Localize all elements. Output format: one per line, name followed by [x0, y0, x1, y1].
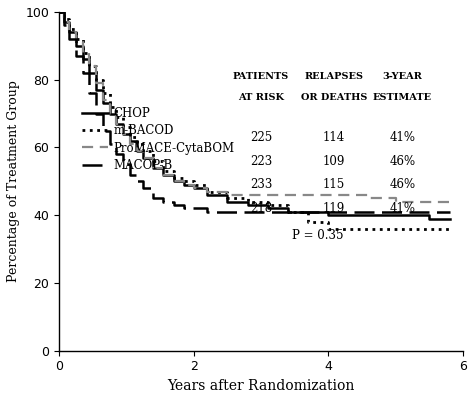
- Text: RELAPSES: RELAPSES: [304, 72, 364, 82]
- Text: 114: 114: [323, 131, 345, 144]
- Text: 46%: 46%: [390, 178, 416, 191]
- Text: 223: 223: [250, 154, 272, 168]
- Text: 41%: 41%: [390, 202, 416, 215]
- Text: 115: 115: [323, 178, 345, 191]
- Text: PATIENTS: PATIENTS: [233, 72, 289, 82]
- Text: 218: 218: [250, 202, 272, 215]
- Text: AT RISK: AT RISK: [238, 93, 284, 102]
- Text: OR DEATHS: OR DEATHS: [301, 93, 367, 102]
- Text: 46%: 46%: [390, 154, 416, 168]
- Text: 233: 233: [250, 178, 272, 191]
- Text: 41%: 41%: [390, 131, 416, 144]
- X-axis label: Years after Randomization: Years after Randomization: [167, 379, 355, 393]
- Legend: CHOP, m-BACOD, ProMACE-CytaBOM, MACOP-B: CHOP, m-BACOD, ProMACE-CytaBOM, MACOP-B: [77, 102, 239, 176]
- Text: P = 0.35: P = 0.35: [292, 229, 344, 242]
- Text: 119: 119: [323, 202, 345, 215]
- Text: 225: 225: [250, 131, 272, 144]
- Text: 109: 109: [323, 154, 345, 168]
- Text: 3-YEAR: 3-YEAR: [383, 72, 422, 82]
- Y-axis label: Percentage of Treatment Group: Percentage of Treatment Group: [7, 80, 20, 282]
- Text: ESTIMATE: ESTIMATE: [373, 93, 432, 102]
